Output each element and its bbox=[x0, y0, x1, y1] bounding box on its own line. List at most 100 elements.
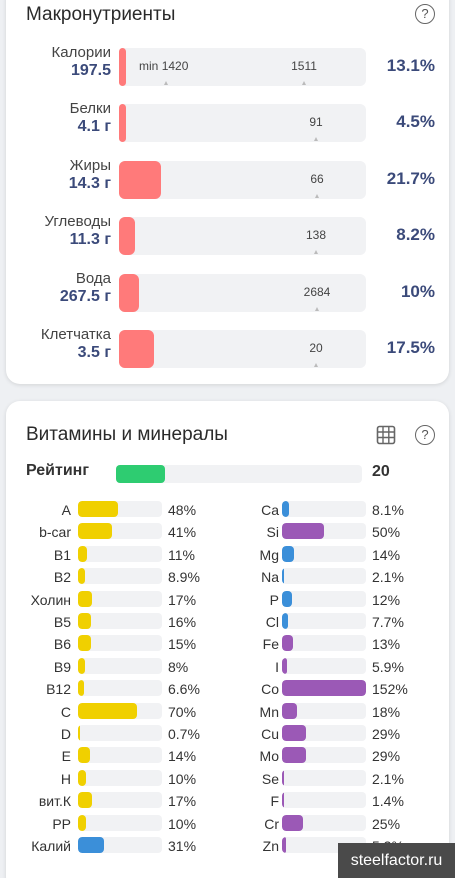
nutrient-percent: 31% bbox=[168, 838, 197, 854]
nutrient-bar-fill bbox=[78, 613, 92, 629]
nutrient-percent: 16% bbox=[168, 614, 197, 630]
nutrient-bar-fill bbox=[78, 747, 90, 764]
nutrient-percent: 2.1% bbox=[372, 569, 404, 586]
macro-name: Калории bbox=[51, 44, 111, 61]
nutrient-row: Si 50% bbox=[212, 521, 422, 543]
nutrient-row: I 5.9% bbox=[212, 656, 422, 678]
macro-percent: 4.5% bbox=[396, 112, 435, 131]
macro-progress-fill bbox=[119, 161, 161, 199]
nutrient-percent: 18% bbox=[372, 703, 401, 720]
macro-progress-fill bbox=[119, 330, 154, 368]
min-tick bbox=[164, 81, 168, 85]
nutrient-bar-fill bbox=[78, 769, 87, 786]
nutrient-bar bbox=[282, 635, 366, 652]
macro-value: 4.1 г bbox=[77, 118, 111, 135]
nutrient-bar bbox=[78, 725, 162, 741]
min-value: 1420 bbox=[161, 59, 189, 73]
nutrient-bar bbox=[282, 657, 366, 674]
nutrient-bar-fill bbox=[282, 702, 298, 719]
macro-target: 2684 bbox=[303, 285, 331, 299]
nutrient-bar bbox=[78, 792, 162, 809]
nutrient-row: PP 10% bbox=[6, 813, 216, 835]
help-icon[interactable]: ? bbox=[415, 4, 435, 24]
nutrient-bar-fill bbox=[282, 680, 366, 697]
nutrient-percent: 10% bbox=[168, 815, 197, 832]
nutrient-name: H bbox=[60, 770, 71, 787]
nutrient-name: Se bbox=[261, 770, 279, 787]
nutrient-bar-fill bbox=[282, 792, 284, 809]
nutrient-row: Mo 29% bbox=[212, 745, 422, 767]
nutrient-bar bbox=[78, 568, 162, 585]
nutrient-row: Fe 13% bbox=[212, 633, 422, 655]
macro-value: 14.3 г bbox=[68, 175, 111, 192]
nutrient-percent: 152% bbox=[372, 681, 408, 698]
nutrient-name: P bbox=[269, 591, 279, 608]
target-tick bbox=[315, 194, 319, 198]
nutrient-percent: 2.1% bbox=[372, 770, 404, 787]
macro-percent: 8.2% bbox=[396, 225, 435, 244]
nutrient-bar bbox=[78, 769, 162, 786]
nutrient-percent: 48% bbox=[168, 502, 197, 518]
nutrient-bar bbox=[78, 635, 162, 652]
nutrient-percent: 10% bbox=[168, 770, 197, 787]
nutrient-row: вит.К 17% bbox=[6, 790, 216, 812]
nutrient-bar bbox=[282, 545, 366, 562]
nutrient-name: Холин bbox=[30, 591, 71, 608]
nutrient-bar-fill bbox=[282, 613, 289, 629]
target-tick bbox=[314, 250, 318, 254]
macro-target: 66 bbox=[310, 172, 324, 186]
nutrient-bar-fill bbox=[78, 725, 80, 741]
nutrient-percent: 8.9% bbox=[168, 569, 200, 586]
nutrient-bar bbox=[282, 568, 366, 585]
nutrient-row: B12 6.6% bbox=[6, 678, 216, 700]
nutrient-percent: 0.7% bbox=[168, 726, 200, 742]
nutrient-row: B1 11% bbox=[6, 544, 216, 566]
nutrient-bar bbox=[282, 725, 366, 741]
macronutrients-card: Макронутриенты ? Калории 197.5 min 1420 151… bbox=[6, 0, 449, 384]
nutrient-bar bbox=[78, 747, 162, 764]
nutrient-bar-fill bbox=[282, 769, 284, 786]
nutrient-row: H 10% bbox=[6, 768, 216, 790]
nutrient-bar bbox=[282, 523, 366, 540]
nutrient-percent: 12% bbox=[372, 591, 401, 608]
nutrient-name: PP bbox=[52, 815, 71, 832]
macro-progress-bar: 66 bbox=[119, 161, 366, 199]
nutrient-bar bbox=[78, 837, 162, 853]
nutrient-bar bbox=[282, 747, 366, 764]
macro-value: 197.5 bbox=[70, 62, 111, 79]
nutrient-bar-fill bbox=[282, 568, 284, 585]
nutrient-row: b-car 41% bbox=[6, 521, 216, 543]
nutrient-name: B5 bbox=[53, 614, 71, 630]
table-icon[interactable] bbox=[376, 425, 396, 445]
nutrient-bar-fill bbox=[282, 657, 287, 674]
macro-name: Белки bbox=[69, 100, 111, 117]
macro-progress-bar: 20 bbox=[119, 330, 366, 368]
nutrient-bar-fill bbox=[78, 814, 87, 831]
macro-target: 20 bbox=[309, 341, 323, 355]
nutrient-name: Fe bbox=[262, 636, 279, 653]
nutrient-bar bbox=[282, 702, 366, 719]
help-icon[interactable]: ? bbox=[415, 425, 435, 445]
macro-target: 91 bbox=[309, 115, 323, 129]
macro-progress-fill bbox=[119, 48, 126, 86]
nutrient-row: Cl 7.7% bbox=[212, 611, 422, 633]
nutrient-bar bbox=[78, 613, 162, 629]
nutrient-name: Co bbox=[261, 681, 279, 698]
nutrient-row: Калий 31% bbox=[6, 835, 216, 857]
rating-bar-fill bbox=[116, 465, 166, 483]
macro-row: Вода 267.5 г 2684 10% bbox=[6, 270, 449, 320]
nutrient-name: C bbox=[60, 703, 71, 720]
macro-row: Клетчатка 3.5 г 20 17.5% bbox=[6, 326, 449, 376]
nutrient-row: Холин 17% bbox=[6, 589, 216, 611]
nutrient-row: B6 15% bbox=[6, 633, 216, 655]
target-tick bbox=[314, 137, 318, 141]
nutrient-name: Калий bbox=[31, 838, 71, 854]
nutrient-name: Mn bbox=[259, 703, 279, 720]
nutrient-name: D bbox=[60, 726, 71, 742]
nutrient-bar-fill bbox=[282, 814, 303, 831]
nutrient-bar bbox=[282, 769, 366, 786]
nutrient-bar-fill bbox=[282, 523, 324, 540]
nutrient-name: Cu bbox=[261, 726, 279, 742]
nutrient-bar bbox=[282, 501, 366, 517]
nutrient-percent: 13% bbox=[372, 636, 401, 653]
